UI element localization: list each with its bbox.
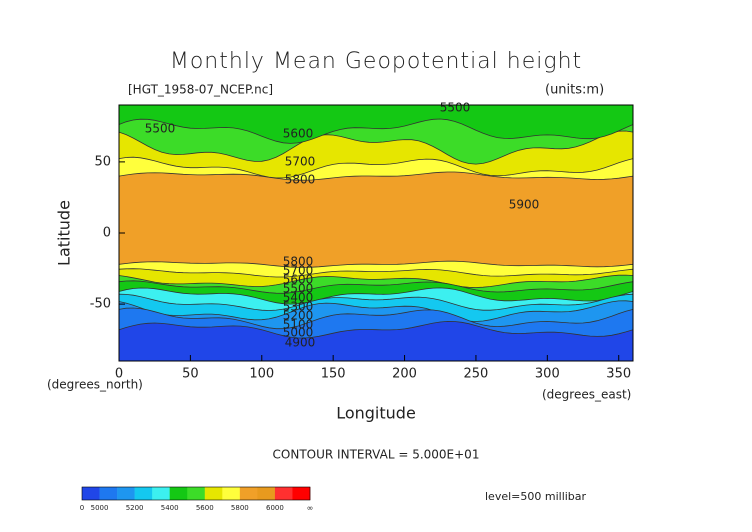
contour-label: 5500: [283, 282, 314, 296]
contour-label: 5700: [283, 264, 314, 278]
colorbar-swatch: [169, 487, 188, 500]
colorbar-swatch: [274, 487, 293, 500]
units-label: (units:m): [545, 83, 604, 98]
colorbar-frame: [81, 486, 311, 501]
y-tick-label: 0: [103, 226, 111, 241]
contour-line: [118, 260, 634, 268]
contour-label: 4900: [285, 336, 316, 350]
contour-line: [118, 268, 634, 278]
y-axis-units: (degrees_north): [47, 378, 143, 392]
colorbar-label: 5600: [196, 504, 214, 512]
x-tick-label: 250: [464, 367, 489, 382]
colorbar-label: 5800: [231, 504, 249, 512]
y-tick-label: 50: [94, 154, 111, 169]
field-band: [119, 321, 633, 361]
contour-label: 5900: [509, 198, 540, 212]
chart-title: Monthly Mean Geopotential height: [170, 49, 582, 74]
x-tick-label: 0: [115, 367, 123, 382]
contour-label: 5300: [283, 300, 314, 314]
x-axis-label: Longitude: [336, 404, 416, 423]
y-tick-label: -50: [90, 297, 111, 312]
contour-label: 5600: [283, 127, 314, 141]
contour-label: 5100: [283, 318, 314, 332]
contour-label: 5000: [283, 326, 314, 340]
contour-label: 5700: [285, 155, 316, 169]
colorbar-swatch: [134, 487, 153, 500]
subtitle: [HGT_1958-07_NCEP.nc]: [128, 83, 273, 97]
colorbar-swatch: [204, 487, 223, 500]
colorbar-label: 5400: [161, 504, 179, 512]
colorbar-swatch: [82, 487, 100, 500]
colorbar-swatch: [257, 487, 276, 500]
contour-line: [118, 320, 634, 339]
contour-line: [118, 307, 634, 330]
contour-label: 5500: [145, 122, 176, 136]
contour-label: 5600: [283, 273, 314, 287]
contour-label: 5800: [283, 255, 314, 269]
colorbar-swatch: [187, 487, 206, 500]
contour-line: [118, 171, 634, 181]
level-text: level=500 millibar: [485, 490, 587, 503]
colorbar-label: 0: [80, 504, 84, 512]
colorbar-swatch: [117, 487, 135, 500]
contour-line: [118, 280, 634, 294]
x-tick-label: 300: [535, 367, 560, 382]
x-tick-label: 50: [182, 367, 199, 382]
contour-line: [118, 118, 634, 144]
contour-line: [118, 293, 634, 311]
contour-label: 5800: [285, 173, 316, 187]
field-band: [119, 105, 633, 144]
x-tick-label: 200: [392, 367, 417, 382]
colorbar-label: 6000: [266, 504, 284, 512]
contour-line: [118, 156, 634, 179]
colorbar-swatch: [222, 487, 241, 500]
colorbar-swatch: [152, 487, 170, 500]
colorbar-label: 5000: [91, 504, 109, 512]
contour-interval: CONTOUR INTERVAL = 5.000E+01: [273, 448, 480, 462]
colorbar-label: ∞: [307, 504, 314, 513]
contour-label: 5200: [283, 309, 314, 323]
x-tick-label: 100: [249, 367, 274, 382]
x-tick-label: 350: [606, 367, 631, 382]
x-tick-label: 150: [321, 367, 346, 382]
colorbar-swatch: [99, 487, 118, 500]
contour-label: 5500: [440, 101, 471, 115]
colorbar-label: 5200: [126, 504, 144, 512]
contour-line: [118, 300, 634, 322]
colorbar-swatch: [292, 487, 311, 500]
colorbar-swatch: [239, 487, 258, 500]
x-axis-units: (degrees_east): [542, 388, 631, 402]
contour-label: 5400: [283, 291, 314, 305]
contour-line: [118, 274, 634, 288]
y-axis-label: Latitude: [55, 200, 74, 266]
contour-line: [118, 287, 634, 305]
contour-line: [118, 130, 634, 165]
